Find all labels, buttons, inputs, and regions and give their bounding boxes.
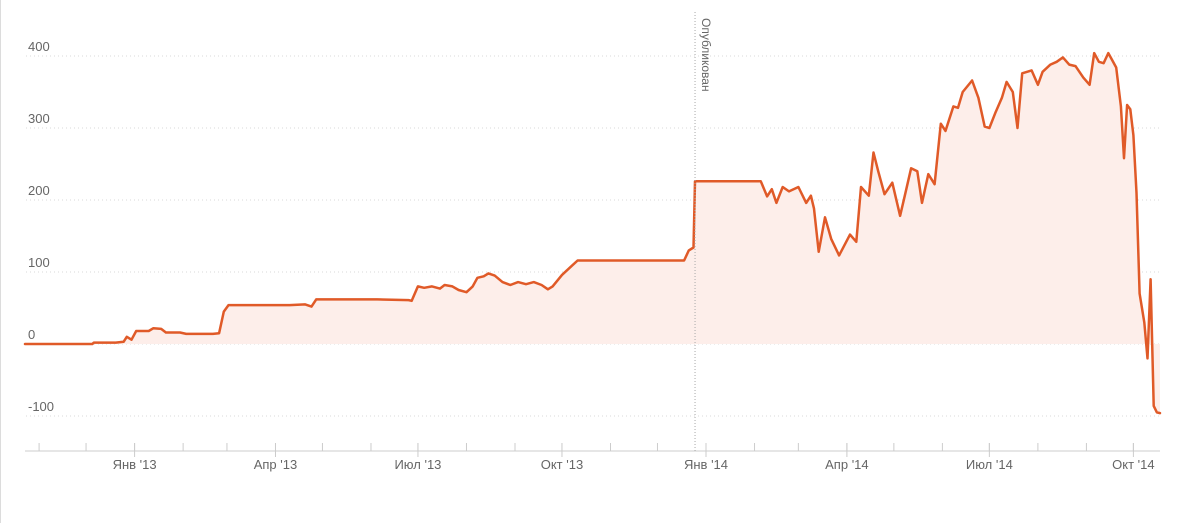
y-tick-label: -100 <box>28 399 54 414</box>
x-tick-label: Окт '13 <box>541 457 583 472</box>
x-tick-label: Апр '13 <box>254 457 298 472</box>
y-tick-label: 100 <box>28 255 50 270</box>
y-tick-label: 200 <box>28 183 50 198</box>
x-tick-label: Апр '14 <box>825 457 869 472</box>
y-tick-label: 0 <box>28 327 35 342</box>
series-area <box>25 53 1160 414</box>
y-tick-label: 300 <box>28 111 50 126</box>
x-tick-label: Июл '13 <box>394 457 441 472</box>
x-tick-label: Янв '13 <box>113 457 157 472</box>
x-tick-label: Июл '14 <box>966 457 1013 472</box>
series-line <box>23 51 1162 415</box>
annotation-label: Опубликован <box>699 18 713 92</box>
x-tick-label: Окт '14 <box>1112 457 1154 472</box>
x-tick-label: Янв '14 <box>684 457 728 472</box>
y-tick-label: 400 <box>28 39 50 54</box>
left-border <box>0 0 1 523</box>
